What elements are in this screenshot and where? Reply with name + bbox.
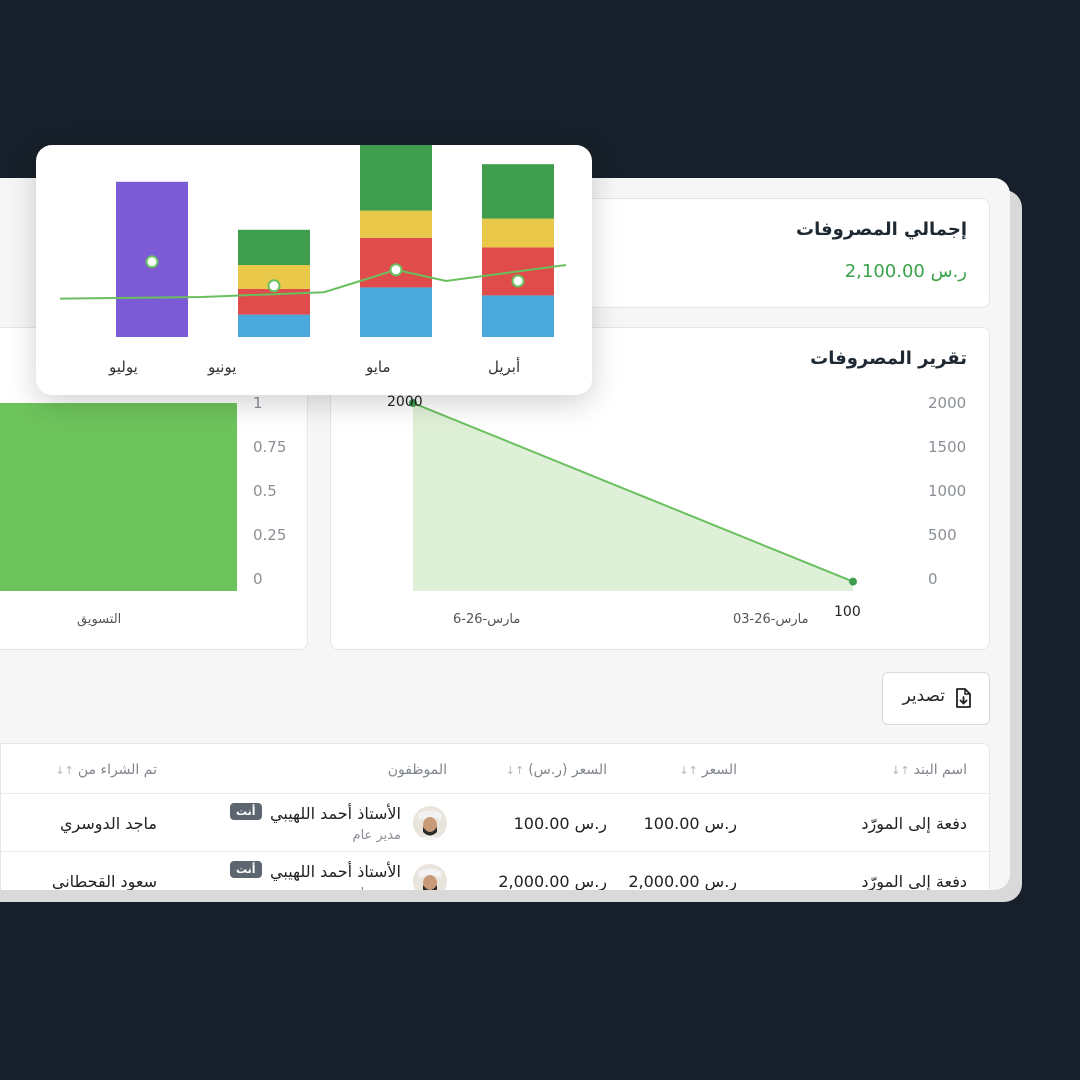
column-header-price[interactable]: ↓↑ السعر [679, 762, 737, 778]
cell-price: 100.00 ر.س [643, 814, 737, 833]
export-button-label: تصدير [902, 686, 945, 706]
column-header-purchased-from[interactable]: ↓↑ تم الشراء من [55, 762, 157, 778]
trend-marker [267, 279, 281, 293]
cell-price: 2,000.00 ر.س [628, 872, 737, 890]
monthly-stacked-chart-card: أبريل مايو يونيو يوليو [36, 145, 592, 395]
data-point [409, 399, 417, 407]
bar-segment [360, 210, 432, 238]
row-divider [1, 793, 991, 794]
monthly-stacked-bar-chart [59, 145, 567, 337]
category-bar [0, 403, 237, 591]
y-tick-label: 1 [253, 394, 263, 412]
bar-segment [482, 295, 554, 337]
trend-marker [145, 255, 159, 269]
y-tick-label: 2000 [928, 394, 967, 412]
sort-icon: ↓↑ [679, 764, 698, 777]
sort-icon: ↓↑ [505, 764, 525, 777]
y-tick-label: 0.25 [253, 526, 287, 544]
y-tick-label: 1000 [928, 482, 967, 500]
cell-purchased-from: ماجد الدوسري [59, 814, 157, 833]
cell-purchased-from: سعود القحطاني [51, 872, 157, 890]
cell-employee-name: الأستاذ أحمد اللهيبي [270, 804, 401, 823]
column-header-employees: الموظفون [387, 762, 447, 778]
area-annotation-end: 100 [834, 604, 861, 620]
avatar [413, 806, 447, 840]
total-expenses-title: إجمالي المصروفات [796, 219, 967, 240]
x-tick-label: مارس-26-6 [453, 612, 521, 627]
cell-employee-role: مدير عام [353, 886, 401, 890]
sort-icon: ↓↑ [55, 764, 74, 777]
cell-item: دفعة إلى المورّد [861, 814, 967, 833]
export-button[interactable]: تصدير [882, 672, 990, 725]
bar-segment [238, 314, 310, 337]
y-tick-label: 0.75 [253, 438, 287, 456]
area-annotation-start: 2000 [387, 394, 423, 410]
cell-employee-role: مدير عام [352, 828, 401, 843]
column-header-price-sar[interactable]: ↓↑ السعر (ر.س) [505, 762, 607, 778]
x-tick-label: مارس-26-03 [733, 612, 809, 627]
bar-segment [360, 287, 432, 337]
category-bar-chart [0, 403, 237, 591]
trend-marker [389, 263, 403, 277]
bar-segment [482, 164, 554, 219]
expense-report-title: تقرير المصروفات [810, 348, 967, 369]
cell-employee-name: الأستاذ أحمد اللهيبي [270, 862, 401, 881]
data-point [849, 577, 857, 586]
avatar [413, 864, 447, 890]
month-label: أبريل [488, 358, 521, 376]
bar-segment [360, 145, 432, 211]
expense-area-chart [409, 399, 857, 591]
bar-segment [360, 237, 432, 288]
y-tick-label: 1500 [928, 438, 967, 456]
expenses-table: ↓↑ اسم البند ↓↑ السعر ↓↑ السعر (ر.س) الموظف… [0, 743, 991, 890]
bar-segment [238, 229, 310, 265]
month-label: مايو [366, 358, 391, 376]
y-tick-label: 0.5 [253, 482, 277, 500]
you-badge: أنت [230, 861, 262, 878]
cell-price-sar: 100.00 ر.س [513, 814, 607, 833]
category-label: التسويق [77, 612, 122, 627]
sort-icon: ↓↑ [891, 764, 910, 777]
bar-segment [482, 218, 554, 248]
column-header-item[interactable]: ↓↑ اسم البند [891, 762, 967, 778]
total-expenses-panel: إجمالي المصروفات 2,100.00 ر.س [560, 198, 990, 308]
y-tick-label: 0 [253, 570, 263, 588]
you-badge: أنت [230, 803, 262, 820]
series-line [412, 402, 854, 583]
trend-line [59, 264, 567, 300]
month-label: يونيو [208, 358, 237, 376]
row-divider [1, 851, 991, 852]
total-expenses-value: 2,100.00 ر.س [844, 261, 967, 282]
area-fill [413, 403, 853, 591]
cell-price-sar: 2,000.00 ر.س [498, 872, 607, 890]
month-label: يوليو [109, 358, 138, 376]
y-tick-label: 500 [928, 526, 957, 544]
y-tick-label: 0 [928, 570, 938, 588]
trend-marker [511, 274, 525, 288]
file-download-icon [955, 688, 971, 712]
cell-item: دفعة إلى المورّد [861, 872, 967, 890]
